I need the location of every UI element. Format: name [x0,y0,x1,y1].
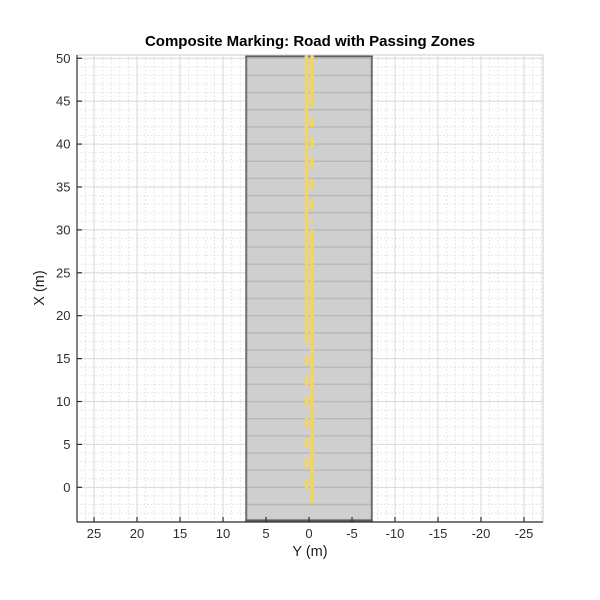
lane-marking-right-line [310,55,314,504]
x-tick-label: 0 [305,526,312,541]
x-tick-label: 15 [173,526,187,541]
y-tick-label: 0 [63,480,70,495]
x-tick-label: -5 [346,526,358,541]
axis-ticks: 25 20 15 10 5 0 -5 -10 -15 -20 -250510152025303540… [56,51,533,541]
x-tick-label: -20 [472,526,491,541]
x-tick-label: 20 [130,526,144,541]
y-tick-label: 25 [56,265,70,280]
x-tick-label: -25 [515,526,534,541]
x-tick-label: -10 [386,526,405,541]
y-tick-label: 45 [56,94,70,109]
road-seams [246,57,372,506]
y-axis-label: X (m) [32,270,48,306]
y-tick-label: 40 [56,137,70,152]
y-tick-label: 15 [56,351,70,366]
x-tick-label: 10 [216,526,230,541]
x-tick-label: 25 [87,526,101,541]
chart-title: Composite Marking: Road with Passing Zon… [144,33,476,50]
road-top-edge [245,55,373,58]
lane-marking-left-line [304,55,309,489]
x-tick-label: -15 [429,526,448,541]
y-tick-label: 50 [56,51,70,66]
y-tick-label: 30 [56,222,70,237]
y-tick-label: 35 [56,179,70,194]
road-surface [246,55,372,522]
x-tick-label: 5 [262,526,269,541]
y-tick-label: 10 [56,394,70,409]
y-tick-label: 5 [63,437,70,452]
y-tick-label: 20 [56,308,70,323]
x-axis-label: Y (m) [292,544,328,560]
